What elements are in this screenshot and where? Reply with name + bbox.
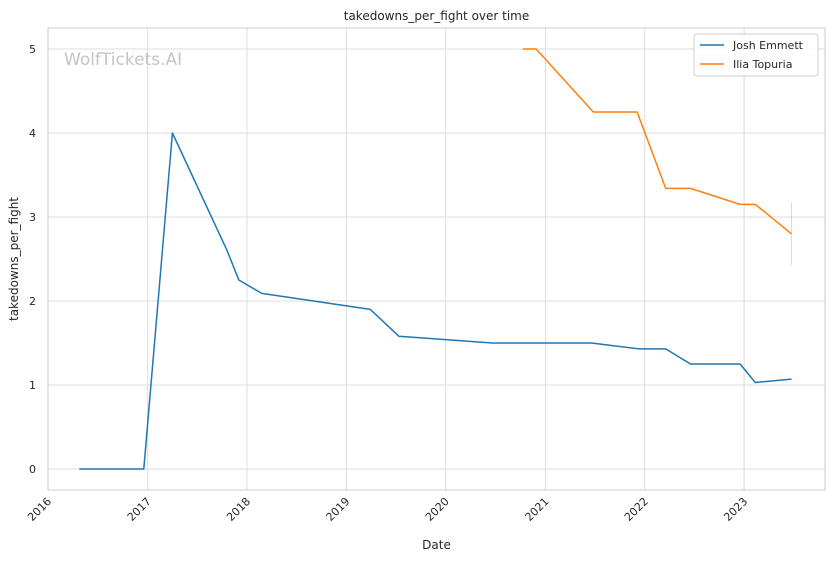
x-tick-label: 2022 [622, 495, 651, 524]
x-tick-label: 2023 [721, 495, 750, 524]
legend-label-josh-emmett: Josh Emmett [732, 39, 804, 52]
y-axis-ticks: 0 1 2 3 4 5 [29, 43, 36, 476]
x-tick-label: 2018 [224, 495, 253, 524]
y-tick-label: 1 [29, 379, 36, 392]
y-tick-label: 4 [29, 127, 36, 140]
x-axis-ticks: 2016 2017 2018 2019 2020 2021 2022 2023 [25, 495, 750, 524]
legend-box [693, 33, 819, 77]
chart-title: takedowns_per_fight over time [344, 9, 530, 23]
plot-area-frame [47, 27, 826, 491]
series-line-ilia-topuria [522, 48, 792, 235]
x-tick-label: 2017 [125, 495, 154, 524]
y-axis-title: takedowns_per_fight [7, 197, 21, 321]
legend-label-ilia-topuria: Ilia Topuria [733, 58, 792, 71]
legend: Josh Emmett Ilia Topuria [693, 33, 819, 77]
y-tick-label: 3 [29, 211, 36, 224]
series-layer [79, 48, 793, 470]
x-tick-label: 2021 [523, 495, 552, 524]
x-tick-label: 2016 [25, 495, 54, 524]
series-line-josh-emmett [79, 132, 792, 470]
x-tick-label: 2019 [324, 495, 353, 524]
y-tick-label: 2 [29, 295, 36, 308]
y-tick-label: 0 [29, 463, 36, 476]
y-tick-label: 5 [29, 43, 36, 56]
grid [47, 28, 825, 490]
x-tick-label: 2020 [423, 495, 452, 524]
watermark: WolfTickets.AI [64, 50, 182, 70]
x-axis-title: Date [422, 538, 451, 552]
